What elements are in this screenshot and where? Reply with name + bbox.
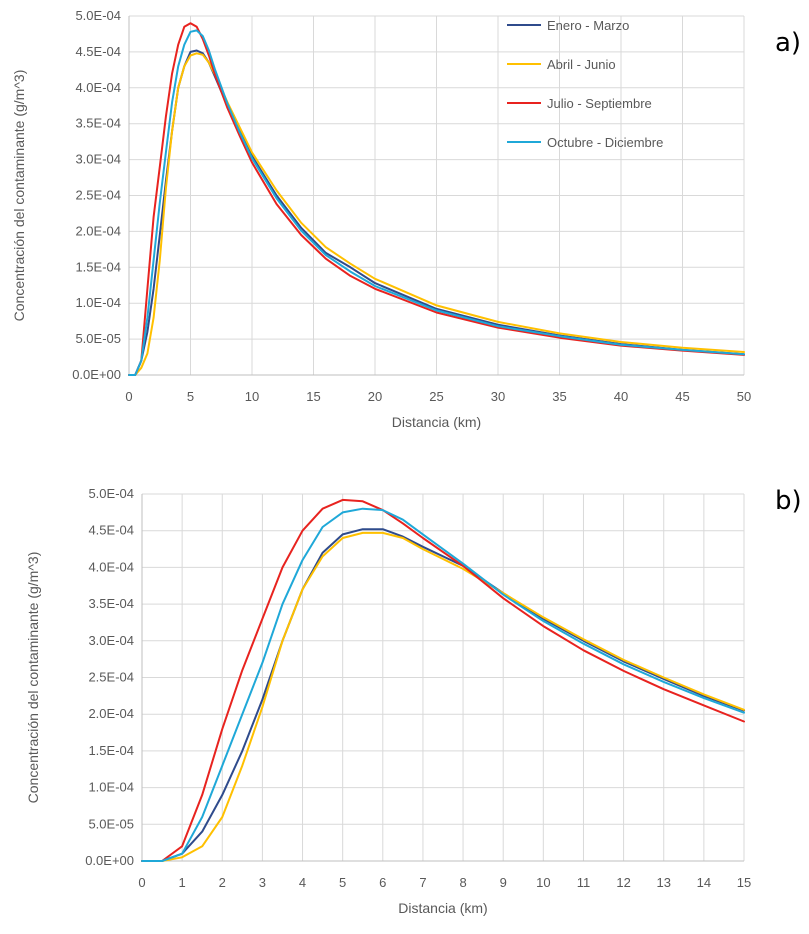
chart-b-x-tick-label: 13: [656, 875, 670, 890]
chart-a-y-tick-label: 4.5E-04: [75, 44, 121, 59]
chart-a-legend-label-3: Julio - Septiembre: [547, 96, 652, 111]
panel-label-a: a): [775, 28, 802, 58]
chart-b-svg: 0 1 2 3 4 5 6 7 8 9 10 11 12 13 14 150.0E+005.0E-051.0E…: [25, 486, 751, 916]
chart-b-series-line-2: [141, 531, 745, 862]
chart-b-x-axis-title: Distancia (km): [398, 900, 487, 916]
chart-b-gridlines: [141, 493, 745, 862]
chart-b-x-tick-label: 14: [697, 875, 711, 890]
chart-a-series-line-4: [128, 29, 745, 376]
chart-a-x-tick-label: 0: [125, 389, 132, 404]
chart-b-x-tick-label: 3: [259, 875, 266, 890]
chart-b-y-tick-label: 4.5E-04: [88, 523, 134, 538]
chart-a-x-tick-label: 35: [552, 389, 566, 404]
chart-b-y-axis-title: Concentración del contaminante (g/m^3): [25, 552, 41, 804]
chart-a-y-tick-label: 2.0E-04: [75, 223, 121, 238]
chart-b-y-tick-label: 5.0E-04: [88, 486, 134, 501]
chart-panel-b: 0 1 2 3 4 5 6 7 8 9 10 11 12 13 14 15 0.0E+00 5.0E-05 1.0E…: [0, 478, 809, 934]
chart-a-x-tick-label: 40: [614, 389, 628, 404]
chart-panel-a: 0 5 10 15 20 25 30 35 40 45 50 0.0E+00 5.0E-05 1.0E-0…: [0, 0, 809, 460]
chart-a-legend-label-4: Octubre - Diciembre: [547, 135, 663, 150]
chart-a-x-tick-label: 30: [491, 389, 505, 404]
chart-a-y-tick-label: 2.5E-04: [75, 188, 121, 203]
chart-b-x-tick-label: 11: [577, 875, 591, 890]
chart-a-y-tick-label: 5.0E-04: [75, 8, 121, 23]
chart-b-y-tick-label: 2.0E-04: [88, 706, 134, 721]
chart-b-series-line-3: [141, 498, 745, 862]
chart-a-y-tick-label: 5.0E-05: [75, 331, 121, 346]
chart-b-x-tick-label: 1: [179, 875, 186, 890]
chart-b-series-line-1: [141, 528, 745, 862]
chart-a-y-axis-title: Concentración del contaminante (g/m^3): [11, 70, 27, 322]
chart-b-x-tick-label: 7: [419, 875, 426, 890]
chart-a-x-tick-label: 15: [306, 389, 320, 404]
chart-b-y-tick-label: 1.0E-04: [88, 780, 134, 795]
chart-a-y-tick-label: 3.5E-04: [75, 116, 121, 131]
chart-a-x-tick-label: 45: [675, 389, 689, 404]
chart-a-x-tick-label: 5: [187, 389, 194, 404]
chart-b-x-tick-label: 5: [339, 875, 346, 890]
chart-b-y-tick-label: 0.0E+00: [85, 853, 134, 868]
chart-a-y-tick-label: 4.0E-04: [75, 80, 121, 95]
chart-a-svg: 0 5 10 15 20 25 30 35 40 45 50 0.0E+00 5.0E-05 1.0E-0…: [11, 8, 751, 430]
chart-b-y-tick-label: 2.5E-04: [88, 670, 134, 685]
chart-a-y-tick-label: 1.5E-04: [75, 259, 121, 274]
chart-b-y-tick-label: 4.0E-04: [88, 559, 134, 574]
chart-b-x-tick-label: 0: [138, 875, 145, 890]
chart-a-x-tick-label: 20: [368, 389, 382, 404]
chart-a-legend-label-1: Enero - Marzo: [547, 18, 629, 33]
chart-b-x-tick-label: 9: [500, 875, 507, 890]
chart-b-x-tick-label: 12: [616, 875, 630, 890]
panel-label-b: b): [775, 486, 802, 516]
chart-a-y-tick-label: 1.0E-04: [75, 295, 121, 310]
chart-a-x-tick-label: 10: [245, 389, 259, 404]
chart-a-series-line-3: [128, 22, 745, 376]
chart-b-x-tick-label: 6: [379, 875, 386, 890]
chart-b-y-tick-label: 3.5E-04: [88, 596, 134, 611]
chart-b-x-tick-label: 2: [219, 875, 226, 890]
chart-a-gridlines: [128, 15, 745, 376]
chart-a-y-tick-label: 3.0E-04: [75, 152, 121, 167]
chart-b-x-tick-label: 4: [299, 875, 306, 890]
chart-a-y-tick-label: 0.0E+00: [72, 367, 121, 382]
chart-b-y-tick-label: 3.0E-04: [88, 633, 134, 648]
chart-b-x-tick-label: 8: [459, 875, 466, 890]
chart-b-y-tick-label: 5.0E-05: [88, 816, 134, 831]
chart-b-x-tick-label: 15: [737, 875, 751, 890]
chart-a-legend-label-2: Abril - Junio: [547, 57, 616, 72]
chart-a-x-tick-label: 50: [737, 389, 751, 404]
chart-b-x-tick-label: 10: [536, 875, 550, 890]
chart-a-x-axis-title: Distancia (km): [392, 414, 481, 430]
chart-b-y-tick-label: 1.5E-04: [88, 743, 134, 758]
chart-a-x-tick-label: 25: [429, 389, 443, 404]
chart-b-series-line-4: [141, 507, 745, 862]
